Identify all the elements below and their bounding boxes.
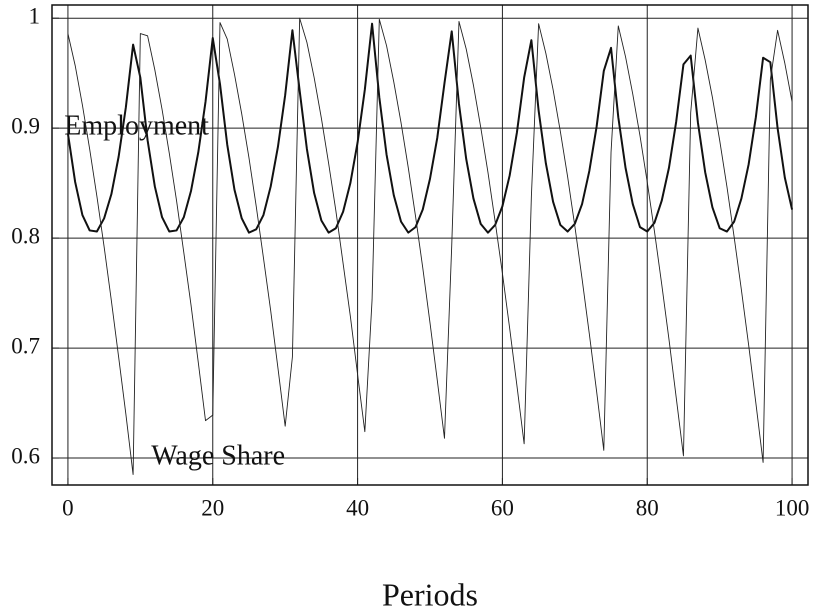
x-tick-label: 40 [346, 495, 369, 520]
x-axis-label: Periods [382, 576, 478, 612]
x-tick-label: 60 [491, 495, 514, 520]
series-label: Employment [64, 111, 209, 142]
y-tick-label: 1 [29, 3, 41, 28]
y-tick-label: 0.9 [11, 113, 40, 138]
x-tick-label: 0 [62, 495, 74, 520]
series-line [67, 17, 793, 475]
y-tick-label: 0.8 [11, 223, 40, 248]
x-tick-label: 100 [775, 495, 810, 520]
series-line [66, 22, 794, 234]
series-label: Wage Share [151, 440, 285, 471]
y-tick-label: 0.7 [11, 333, 40, 358]
y-tick-label: 0.6 [11, 443, 40, 468]
x-tick-label: 20 [201, 495, 224, 520]
x-tick-label: 80 [636, 495, 659, 520]
plot-frame [51, 4, 809, 486]
